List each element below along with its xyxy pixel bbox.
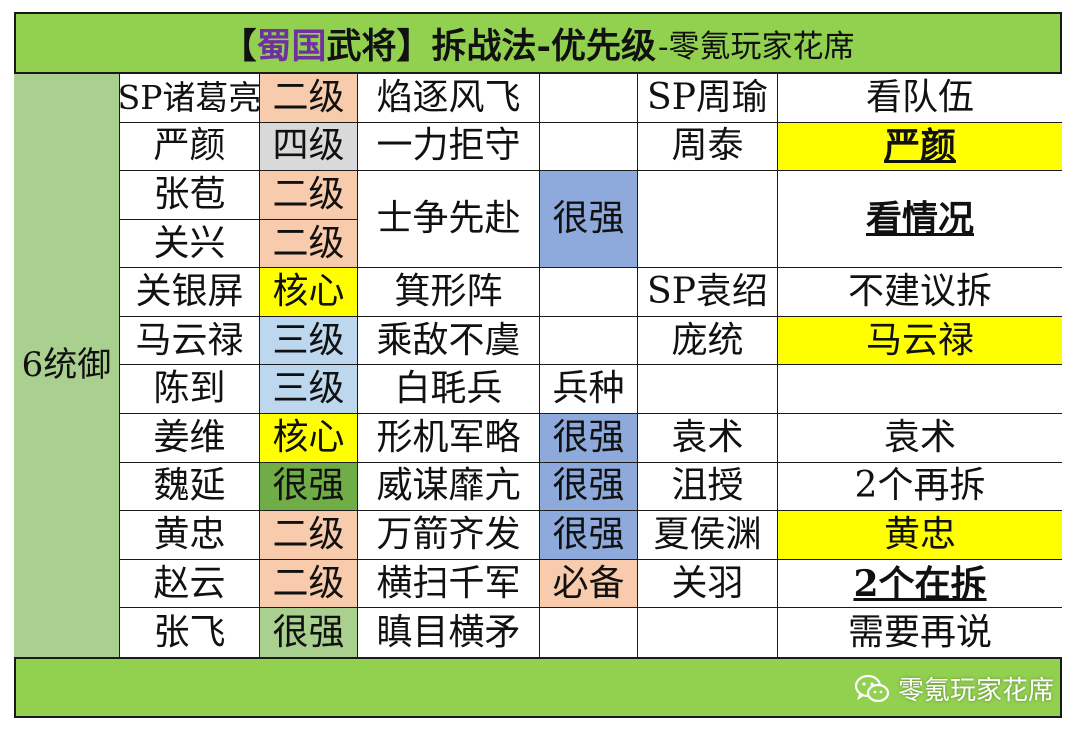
note-cell <box>540 122 638 172</box>
note-cell: 很强 <box>540 462 638 512</box>
skill-cell: 万箭齐发 <box>358 511 540 560</box>
note-cell <box>540 268 638 317</box>
note-cell: 必备 <box>540 559 638 609</box>
tier-cell: 二级 <box>260 74 358 123</box>
general-cell: 陈到 <box>120 365 260 415</box>
general-cell: 黄忠 <box>120 511 260 560</box>
target-result-cell: 看队伍 <box>778 74 1062 123</box>
title-generals: 武将 <box>326 25 397 67</box>
target-name-cell: 夏侯渊 <box>638 511 778 560</box>
target-result-cell: 袁术 <box>778 414 1062 463</box>
target-result-cell: 2个在拆 <box>778 560 1062 609</box>
note-cell: 很强 <box>540 171 638 269</box>
wechat-icon <box>854 674 890 702</box>
tier-cell: 二级 <box>260 559 358 609</box>
general-cell: 马云禄 <box>120 316 260 366</box>
general-cell: 赵云 <box>120 559 260 609</box>
note-cell: 很强 <box>540 511 638 560</box>
target-name-cell: 周泰 <box>638 122 778 172</box>
skill-cell: 箕形阵 <box>358 268 540 317</box>
note-cell: 兵种 <box>540 365 638 415</box>
general-cell: 关银屏 <box>120 268 260 317</box>
target-name-cell: 庞统 <box>638 316 778 366</box>
general-cell: SP诸葛亮 <box>120 74 260 123</box>
skill-cell: 乘敌不虞 <box>358 316 540 366</box>
target-name-cell <box>638 365 778 415</box>
target-result-cell: 不建议拆 <box>778 268 1062 317</box>
title-bracket-open: 【 <box>221 25 257 67</box>
title-sub: -零氪玩家花席 <box>658 28 855 65</box>
title-kingdom: 蜀国 <box>256 25 327 67</box>
target-result-cell: 2个再拆 <box>778 463 1062 512</box>
note-cell <box>540 74 638 123</box>
tier-cell: 四级 <box>260 122 358 172</box>
tier-cell: 核心 <box>260 268 358 317</box>
target-name-cell: 关羽 <box>638 559 778 609</box>
skill-cell: 焰逐风飞 <box>358 74 540 123</box>
watermark-text: 零氪玩家花席 <box>897 676 1054 706</box>
note-cell <box>540 608 638 657</box>
general-cell: 姜维 <box>120 414 260 463</box>
target-name-cell <box>638 171 778 269</box>
tier-cell: 二级 <box>260 219 358 269</box>
tier-cell: 三级 <box>260 365 358 415</box>
general-cell: 严颜 <box>120 122 260 172</box>
tier-cell: 核心 <box>260 414 358 463</box>
target-name-cell: SP周瑜 <box>638 74 778 123</box>
tier-cell: 二级 <box>260 171 358 220</box>
tier-cell: 很强 <box>260 608 358 657</box>
note-cell: 很强 <box>540 414 638 463</box>
general-cell: 关兴 <box>120 219 260 269</box>
general-cell: 张飞 <box>120 608 260 657</box>
general-cell: 魏延 <box>120 462 260 512</box>
tier-cell: 很强 <box>260 462 358 512</box>
tier-cell: 二级 <box>260 511 358 560</box>
page-title: 【 蜀国 武将 】 拆战法-优先级 -零氪玩家花席 <box>14 14 1062 72</box>
title-bracket-close: 】 <box>396 25 432 67</box>
watermark: 零氪玩家花席 <box>854 670 1054 707</box>
target-result-cell: 马云禄 <box>778 316 1062 366</box>
target-name-cell <box>638 608 778 657</box>
skill-cell: 瞋目横矛 <box>358 608 540 657</box>
tier-cell: 三级 <box>260 316 358 366</box>
skill-cell: 形机军略 <box>358 414 540 463</box>
note-cell <box>540 316 638 366</box>
general-cell: 张苞 <box>120 171 260 220</box>
target-result-cell: 黄忠 <box>778 511 1062 560</box>
target-result-cell: 严颜 <box>778 122 1062 172</box>
skill-cell: 横扫千军 <box>358 559 540 609</box>
target-name-cell: SP袁绍 <box>638 268 778 317</box>
skill-cell: 士争先赴 <box>358 171 540 269</box>
target-result-cell: 看情况 <box>778 171 1062 269</box>
skill-cell: 威谋靡亢 <box>358 462 540 512</box>
priority-table: 6统御 SP诸葛亮 二级 焰逐风飞 SP周瑜 看队伍 严颜 四级 一力拒守 周泰… <box>14 72 1062 659</box>
target-name-cell: 袁术 <box>638 414 778 463</box>
target-result-cell <box>778 365 1062 415</box>
title-main: 拆战法-优先级 <box>431 25 657 67</box>
skill-cell: 一力拒守 <box>358 122 540 172</box>
skill-cell: 白毦兵 <box>358 365 540 415</box>
target-name-cell: 沮授 <box>638 462 778 512</box>
side-label: 6统御 <box>14 74 120 657</box>
target-result-cell: 需要再说 <box>847 611 992 653</box>
